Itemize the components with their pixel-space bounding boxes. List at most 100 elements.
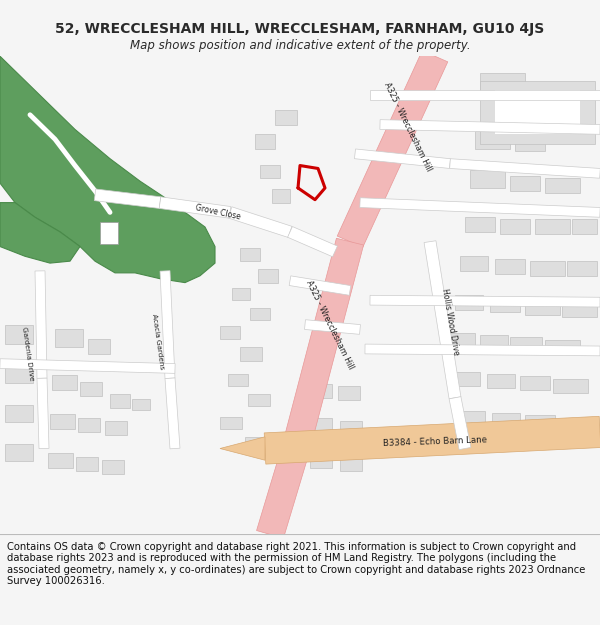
Polygon shape xyxy=(337,51,448,248)
Bar xyxy=(232,289,250,300)
Polygon shape xyxy=(228,207,292,238)
Bar xyxy=(310,384,332,398)
Bar xyxy=(553,379,588,393)
Bar xyxy=(572,219,597,234)
Polygon shape xyxy=(220,437,265,460)
Polygon shape xyxy=(289,276,351,295)
Bar xyxy=(490,298,520,312)
Bar xyxy=(258,269,278,282)
Bar xyxy=(52,376,77,390)
Bar xyxy=(545,340,580,354)
Bar xyxy=(5,366,33,383)
Bar xyxy=(465,217,495,232)
Bar xyxy=(340,421,362,435)
Polygon shape xyxy=(94,189,161,208)
Polygon shape xyxy=(0,202,80,263)
Polygon shape xyxy=(0,56,215,282)
Bar xyxy=(310,418,332,432)
Bar xyxy=(535,219,570,234)
Bar xyxy=(500,219,530,234)
Bar xyxy=(310,454,332,468)
Polygon shape xyxy=(287,226,337,257)
Bar xyxy=(492,413,520,427)
Polygon shape xyxy=(264,416,600,464)
Bar xyxy=(490,98,540,115)
Text: 52, WRECCLESHAM HILL, WRECCLESHAM, FARNHAM, GU10 4JS: 52, WRECCLESHAM HILL, WRECCLESHAM, FARNH… xyxy=(55,22,545,36)
Text: A325 - Wrecclesham Hill: A325 - Wrecclesham Hill xyxy=(383,81,433,172)
Bar xyxy=(5,324,33,344)
Bar xyxy=(88,339,110,354)
Polygon shape xyxy=(281,238,364,455)
Bar xyxy=(260,164,280,178)
Bar xyxy=(100,222,118,244)
Bar xyxy=(480,336,508,349)
Bar xyxy=(460,256,488,271)
Bar xyxy=(495,91,580,134)
Text: Hollis Wood Drive: Hollis Wood Drive xyxy=(440,288,460,356)
Bar xyxy=(220,418,242,429)
Bar xyxy=(76,458,98,471)
Polygon shape xyxy=(159,197,231,218)
Polygon shape xyxy=(449,397,471,449)
Polygon shape xyxy=(424,241,461,399)
Bar xyxy=(510,338,542,351)
Bar xyxy=(520,376,550,390)
Bar xyxy=(105,421,127,435)
Bar xyxy=(5,444,33,461)
Bar xyxy=(340,458,362,471)
Bar xyxy=(510,176,540,191)
Bar xyxy=(255,134,275,149)
Polygon shape xyxy=(37,378,49,449)
Polygon shape xyxy=(380,119,600,134)
Bar xyxy=(562,302,597,317)
Polygon shape xyxy=(449,159,600,178)
Bar xyxy=(530,261,565,276)
Bar xyxy=(515,136,545,151)
Polygon shape xyxy=(257,448,308,538)
Polygon shape xyxy=(370,91,600,100)
Text: Acacia Gardens: Acacia Gardens xyxy=(151,313,165,369)
Bar xyxy=(487,374,515,388)
Bar xyxy=(80,382,102,396)
Text: A325 - Wrecclesham Hill: A325 - Wrecclesham Hill xyxy=(305,279,355,371)
Bar xyxy=(220,326,240,339)
Text: B3384 - Echo Barn Lane: B3384 - Echo Barn Lane xyxy=(383,436,487,448)
Polygon shape xyxy=(370,296,600,307)
Polygon shape xyxy=(360,198,600,217)
Bar xyxy=(250,308,270,320)
Bar xyxy=(275,110,297,124)
Bar xyxy=(48,453,73,468)
Bar xyxy=(132,399,150,411)
Polygon shape xyxy=(35,271,47,378)
Bar xyxy=(102,460,124,474)
Bar xyxy=(525,300,560,315)
Bar xyxy=(110,394,130,408)
Polygon shape xyxy=(305,320,361,334)
Bar xyxy=(55,329,83,347)
Bar xyxy=(228,374,248,386)
Bar xyxy=(567,261,597,276)
Bar xyxy=(248,394,270,406)
Bar xyxy=(525,416,555,429)
Text: Contains OS data © Crown copyright and database right 2021. This information is : Contains OS data © Crown copyright and d… xyxy=(7,542,586,586)
Polygon shape xyxy=(160,271,175,379)
Bar xyxy=(470,171,505,188)
Polygon shape xyxy=(0,359,175,373)
Polygon shape xyxy=(165,378,180,449)
Bar xyxy=(240,347,262,361)
Bar xyxy=(338,386,360,400)
Bar xyxy=(480,81,595,144)
Bar xyxy=(455,372,480,386)
Bar xyxy=(455,295,483,310)
Bar xyxy=(460,411,485,425)
Bar xyxy=(475,131,510,149)
Polygon shape xyxy=(365,344,600,356)
Bar xyxy=(495,259,525,274)
Bar xyxy=(480,73,525,91)
Bar xyxy=(5,404,33,422)
Bar xyxy=(545,178,580,193)
Bar xyxy=(245,437,267,449)
Bar xyxy=(450,333,475,347)
Text: Map shows position and indicative extent of the property.: Map shows position and indicative extent… xyxy=(130,39,470,52)
Text: Grove Close: Grove Close xyxy=(194,203,241,221)
